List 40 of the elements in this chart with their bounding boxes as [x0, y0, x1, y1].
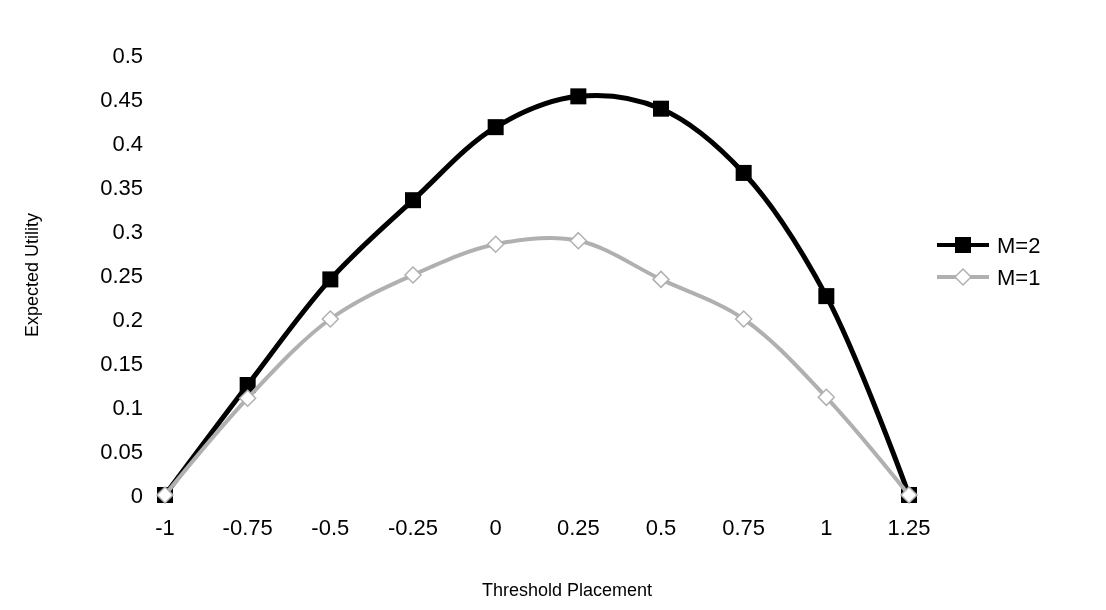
point	[652, 270, 670, 289]
y-tick-label: 0.05	[100, 438, 143, 464]
y-tick-label: 0.1	[112, 394, 143, 420]
y-tick-label: 0.15	[100, 350, 143, 376]
y-tick-label: 0.25	[100, 262, 143, 288]
point	[487, 119, 504, 136]
x-tick-label: 1	[820, 515, 833, 540]
point	[404, 266, 422, 284]
y-tick-label: 0.4	[112, 130, 143, 156]
x-tick-label: -1	[155, 515, 175, 540]
x-tick-label: 0.75	[722, 515, 766, 540]
legend-label: M=2	[997, 232, 1041, 258]
point	[405, 192, 421, 209]
y-tick-label: 0.35	[100, 174, 143, 200]
x-axis-title: Threshold Placement	[481, 580, 653, 600]
y-tick-label: 0.45	[100, 86, 143, 112]
point	[238, 389, 257, 407]
x-tick-label: -0.75	[222, 515, 273, 540]
point	[734, 310, 753, 328]
point	[322, 271, 339, 288]
x-tick-label: 0.25	[556, 515, 600, 540]
x-tick-label: 1.25	[887, 515, 931, 540]
y-tick-label: 0.3	[112, 218, 143, 244]
y-axis-title: Expected Utility	[22, 212, 42, 338]
point	[653, 100, 669, 117]
y-tick-label: 0	[130, 482, 143, 508]
point	[486, 235, 505, 253]
x-tick-label: -0.5	[311, 515, 350, 540]
point	[817, 388, 836, 407]
y-tick-label: 0.2	[112, 306, 143, 332]
point	[569, 231, 588, 250]
x-tick-label: -0.25	[387, 515, 439, 540]
y-tick-label: 0.5	[112, 42, 143, 68]
point	[321, 310, 340, 328]
point	[570, 88, 587, 105]
x-tick-label: 0	[489, 515, 502, 540]
x-tick-label: 0.5	[645, 515, 677, 540]
point	[735, 164, 752, 181]
point	[818, 288, 835, 305]
legend-label: M=1	[997, 264, 1041, 290]
